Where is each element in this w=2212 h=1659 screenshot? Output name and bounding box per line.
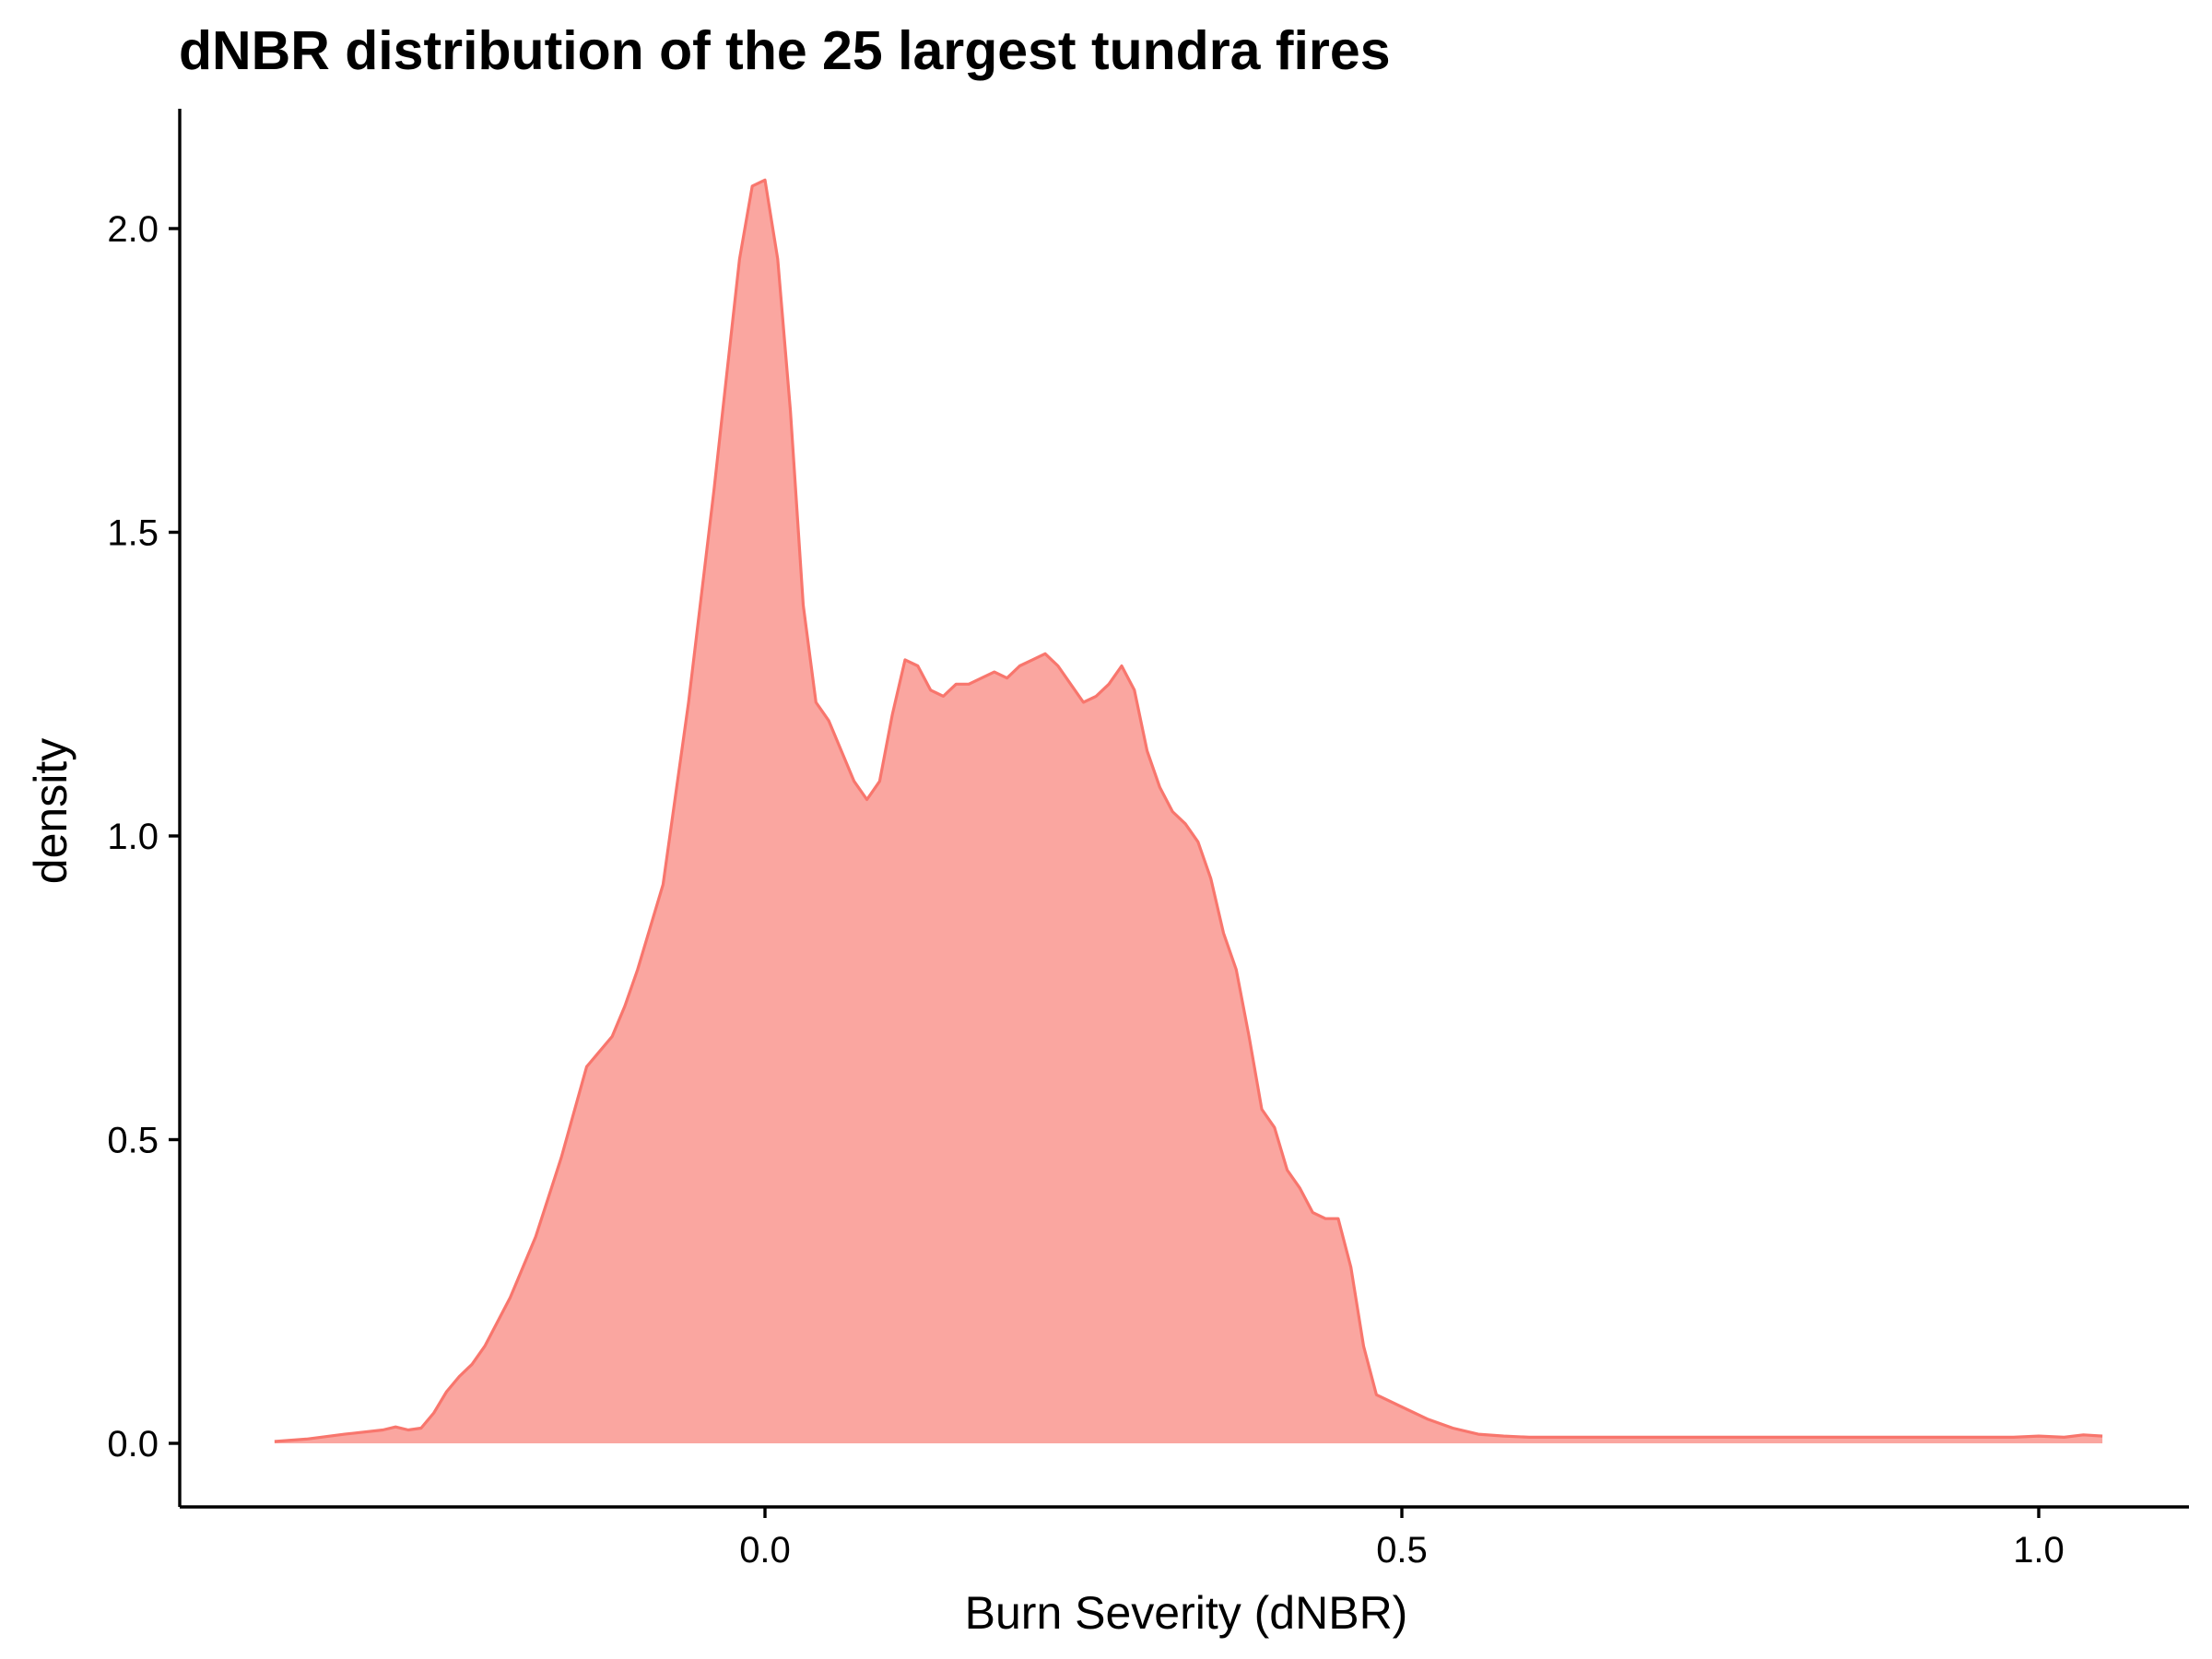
y-tick-label: 1.5 [107,513,159,554]
x-axis-ticks: 0.0 0.5 1.0 [739,1507,2065,1571]
y-tick-label: 0.0 [107,1424,159,1465]
density-curve-line [274,178,2103,1443]
x-axis-title: Burn Severity (dNBR) [965,1587,1408,1639]
x-tick-label: 0.5 [1376,1530,1428,1571]
y-tick-label: 0.5 [107,1121,159,1161]
y-axis-title: density [25,738,76,884]
density-area-fill [274,180,2103,1443]
y-axis-ticks: 0.0 0.5 1.0 1.5 2.0 [107,209,180,1465]
x-tick-label: 1.0 [2013,1530,2065,1571]
plot-area [274,178,2103,1443]
x-tick-label: 0.0 [739,1530,791,1571]
y-tick-label: 2.0 [107,209,159,250]
y-tick-label: 1.0 [107,817,159,857]
chart-title: dNBR distribution of the 25 largest tund… [179,20,1391,81]
